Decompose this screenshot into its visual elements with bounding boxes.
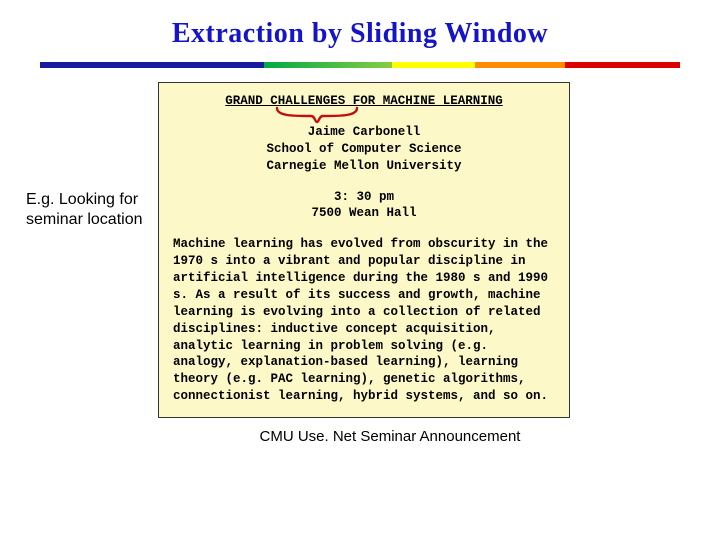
divider-rainbow bbox=[40, 62, 680, 68]
doc-author-block: Jaime Carbonell School of Computer Scien… bbox=[173, 124, 555, 175]
doc-time-block: 3: 30 pm 7500 Wean Hall bbox=[173, 189, 555, 223]
figure-caption: CMU Use. Net Seminar Announcement bbox=[60, 428, 720, 445]
slide-title: Extraction by Sliding Window bbox=[0, 0, 720, 62]
doc-heading: GRAND CHALLENGES FOR MACHINE LEARNING bbox=[173, 93, 555, 110]
content-row: E.g. Looking for seminar location GRAND … bbox=[0, 82, 720, 418]
seminar-document: GRAND CHALLENGES FOR MACHINE LEARNING Ja… bbox=[158, 82, 570, 418]
doc-body: Machine learning has evolved from obscur… bbox=[173, 236, 555, 405]
sliding-window-brace-icon bbox=[275, 106, 359, 124]
document-wrap: GRAND CHALLENGES FOR MACHINE LEARNING Ja… bbox=[158, 82, 570, 418]
side-annotation: E.g. Looking for seminar location bbox=[18, 82, 158, 230]
